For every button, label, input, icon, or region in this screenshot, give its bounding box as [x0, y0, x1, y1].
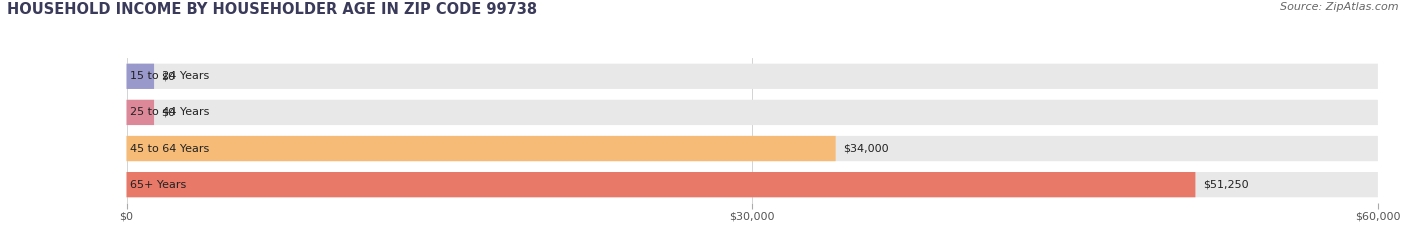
FancyBboxPatch shape [127, 100, 1378, 125]
FancyBboxPatch shape [127, 100, 155, 125]
Text: 45 to 64 Years: 45 to 64 Years [131, 144, 209, 154]
Text: 15 to 24 Years: 15 to 24 Years [131, 71, 209, 81]
Text: Source: ZipAtlas.com: Source: ZipAtlas.com [1281, 2, 1399, 12]
FancyBboxPatch shape [127, 172, 1378, 197]
Text: $0: $0 [162, 71, 176, 81]
Text: $34,000: $34,000 [844, 144, 889, 154]
Text: $51,250: $51,250 [1204, 180, 1249, 190]
FancyBboxPatch shape [127, 136, 1378, 161]
Text: 65+ Years: 65+ Years [131, 180, 187, 190]
FancyBboxPatch shape [127, 64, 155, 89]
Text: $0: $0 [162, 107, 176, 117]
FancyBboxPatch shape [127, 64, 1378, 89]
Text: HOUSEHOLD INCOME BY HOUSEHOLDER AGE IN ZIP CODE 99738: HOUSEHOLD INCOME BY HOUSEHOLDER AGE IN Z… [7, 2, 537, 17]
Text: 25 to 44 Years: 25 to 44 Years [131, 107, 209, 117]
FancyBboxPatch shape [127, 136, 835, 161]
FancyBboxPatch shape [127, 172, 1195, 197]
